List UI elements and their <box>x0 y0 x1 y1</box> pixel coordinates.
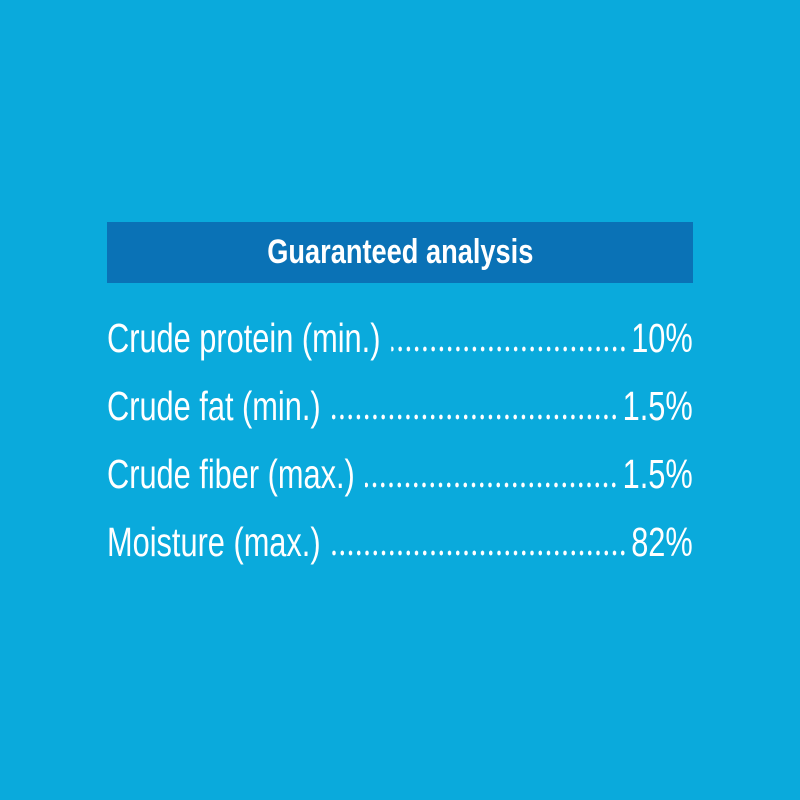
title: Guaranteed analysis <box>266 233 534 271</box>
row-value: 10% <box>631 315 693 361</box>
row-label: Crude fat (min.) <box>107 383 321 429</box>
row-label: Crude protein (min.) <box>107 315 381 361</box>
analysis-row: Crude fat (min.) 1.5% <box>107 378 693 446</box>
row-value: 1.5% <box>622 383 693 429</box>
row-value: 1.5% <box>622 451 693 497</box>
header-bar: Guaranteed analysis <box>107 222 693 283</box>
row-value: 82% <box>631 519 693 565</box>
leader-dots <box>365 482 619 488</box>
row-label: Moisture (max.) <box>107 519 321 565</box>
leader-dots <box>390 346 627 352</box>
analysis-row: Moisture (max.) 82% <box>107 514 693 582</box>
analysis-row: Crude fiber (max.) 1.5% <box>107 446 693 514</box>
leader-dots <box>331 414 619 420</box>
row-label: Crude fiber (max.) <box>107 451 355 497</box>
analysis-list: Crude protein (min.) 10% Crude fat (min.) 1… <box>107 310 693 582</box>
leader-dots <box>331 550 627 556</box>
analysis-row: Crude protein (min.) 10% <box>107 310 693 378</box>
